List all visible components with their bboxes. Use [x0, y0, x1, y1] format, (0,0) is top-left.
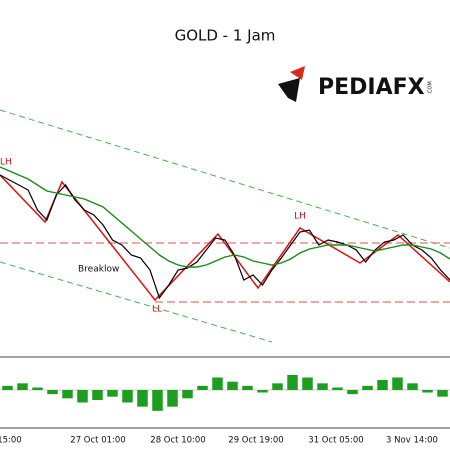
histogram-bar [407, 383, 418, 390]
channel-line [0, 109, 450, 249]
histogram-bar [17, 383, 28, 390]
logo-text: PEDIAFX [318, 75, 425, 100]
histogram-bar [197, 385, 208, 390]
price-line [0, 174, 450, 300]
histogram-bar [332, 387, 343, 390]
histogram-bar [287, 375, 298, 390]
x-tick-label: 31 Oct 05:00 [308, 436, 363, 446]
logo-suffix: .COM [428, 81, 434, 94]
annotation: LL [152, 305, 162, 315]
histogram-bar [362, 385, 373, 390]
histogram-bar [32, 387, 43, 390]
histogram-bar [317, 383, 328, 390]
x-tick-label: 28 Oct 10:00 [150, 436, 205, 446]
histogram-bar [122, 390, 133, 403]
histogram-bar [62, 390, 73, 399]
histogram-bar [152, 390, 163, 411]
x-tick-label: 3 Nov 14:00 [386, 436, 438, 446]
histogram-bar [92, 390, 103, 400]
histogram-bar [47, 390, 58, 395]
channel-line [0, 261, 273, 343]
histogram-bar [242, 385, 253, 390]
histogram-bar [257, 390, 268, 393]
logo-icon [278, 78, 300, 102]
histogram-bar [437, 390, 448, 397]
x-tick-label: 27 Oct 01:00 [70, 436, 125, 446]
histogram-bar [137, 390, 148, 407]
histogram-bar [422, 390, 433, 393]
logo-icon [290, 66, 305, 80]
histogram-bar [347, 390, 358, 395]
annotation: LH [294, 212, 306, 222]
histogram-bar [2, 385, 13, 390]
histogram-bar [272, 383, 283, 390]
histogram-bar [392, 377, 403, 390]
logo: PEDIAFX .COM [278, 66, 434, 102]
histogram-bar [377, 380, 388, 390]
x-tick-label: 26 Oct 15:00 [0, 436, 22, 446]
histogram-bar [302, 377, 313, 390]
histogram-bar [227, 381, 238, 390]
histogram-bar [212, 377, 223, 390]
moving-average [0, 166, 450, 268]
histogram-bar [107, 390, 118, 397]
annotation: Breaklow [78, 265, 119, 275]
histogram-bar [77, 390, 88, 403]
annotation: LH [0, 158, 12, 168]
histogram-bar [167, 390, 178, 407]
chart-title: GOLD - 1 Jam [175, 27, 276, 45]
histogram-bar [182, 390, 193, 399]
x-tick-label: 29 Oct 19:00 [228, 436, 283, 446]
